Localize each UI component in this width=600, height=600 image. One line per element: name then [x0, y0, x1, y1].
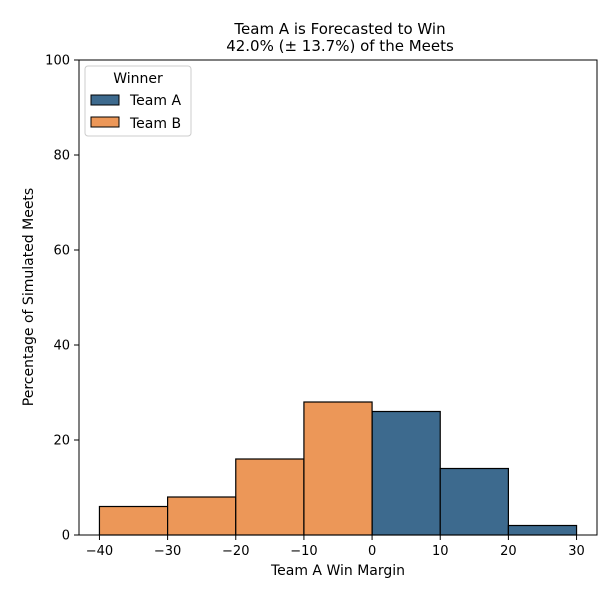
bar-team-a-1 — [439, 467, 509, 536]
y-tick-label: 20 — [53, 434, 70, 449]
x-axis-label: Team A Win Margin — [270, 563, 405, 579]
x-tick-label: −20 — [222, 544, 249, 559]
x-tick-label: −10 — [290, 544, 317, 559]
x-tick-label: 10 — [432, 544, 449, 559]
x-tick-label: −30 — [154, 544, 181, 559]
bar-team-b-3 — [303, 401, 373, 536]
y-tick-label: 0 — [62, 529, 70, 544]
bar-team-a-0 — [371, 410, 441, 536]
y-tick-label: 40 — [53, 339, 70, 354]
x-tick-label: 0 — [368, 544, 376, 559]
plot-area-frame — [78, 59, 598, 536]
chart-title-line-2: 42.0% (± 13.7%) of the Meets — [226, 37, 454, 55]
bar-team-b-2 — [235, 458, 305, 536]
x-tick-label: −40 — [86, 544, 113, 559]
legend-swatch-team-b — [90, 116, 120, 128]
x-tick-label: 30 — [568, 544, 585, 559]
bar-team-a-2 — [507, 524, 578, 536]
bar-team-b-1 — [167, 496, 237, 536]
x-axis-ticks: −40 −30 −20 −10 0 10 20 30 — [86, 535, 585, 559]
legend-swatch-team-a — [90, 94, 120, 106]
y-axis-label: Percentage of Simulated Meets — [21, 188, 37, 406]
bars-group — [98, 401, 578, 536]
y-tick-label: 100 — [45, 54, 70, 69]
bar-team-b-0 — [98, 505, 169, 536]
x-tick-label: 20 — [500, 544, 517, 559]
legend-label-team-b: Team B — [129, 116, 181, 132]
legend-title: Winner — [113, 71, 163, 87]
y-axis-ticks: 0 20 40 60 80 100 — [45, 54, 79, 544]
chart-title-line-1: Team A is Forecasted to Win — [233, 20, 445, 38]
y-tick-label: 60 — [53, 244, 70, 259]
legend-label-team-a: Team A — [129, 93, 181, 109]
legend: Winner Team A Team B — [84, 65, 192, 137]
y-tick-label: 80 — [53, 149, 70, 164]
